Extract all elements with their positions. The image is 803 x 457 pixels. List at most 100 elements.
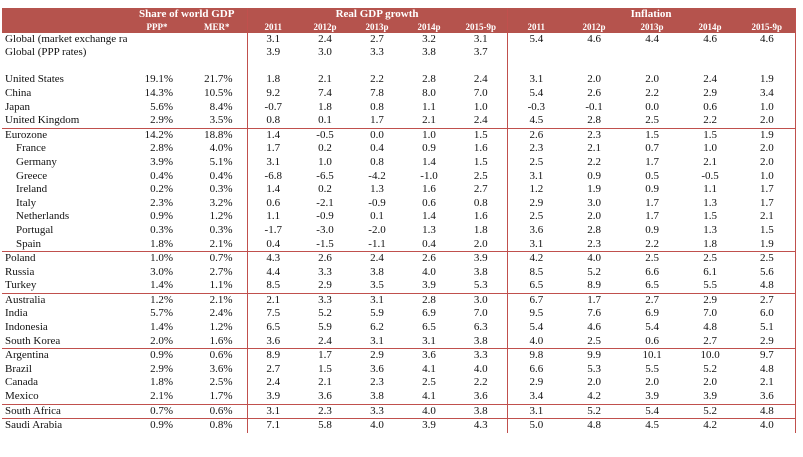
cell: 2.0	[703, 376, 717, 389]
cell: 5.4	[645, 321, 659, 334]
table-row: Turkey 1.4% 1.1% 8.5 2.9 3.5 3.9 5.3 6.5 8.9 6.5 5.…	[2, 279, 796, 294]
column-header: 2015-9p	[739, 21, 796, 33]
cell: 3.5	[351, 279, 403, 294]
cell: 0.7%	[127, 404, 187, 420]
empty-cell	[506, 46, 566, 60]
cell: 2.4	[370, 252, 384, 265]
cell: 3.7	[473, 46, 488, 59]
cell: 5.8	[318, 419, 332, 432]
cell: 0.0	[645, 100, 659, 113]
cell: 0.6	[246, 196, 299, 211]
cell: 3.1	[506, 404, 566, 420]
cell: 4.0	[403, 404, 455, 420]
cell: 6.9	[645, 307, 659, 320]
cell: 1.7	[587, 293, 601, 306]
cell: 6.5	[422, 321, 436, 334]
empty-cell	[506, 59, 566, 74]
cell: 2.4	[703, 73, 717, 86]
cell: 3.6%	[209, 362, 233, 375]
cell: 2.8	[565, 114, 624, 129]
cell: -0.5	[316, 128, 334, 141]
cell: 5.2	[565, 404, 624, 420]
cell: 3.1	[246, 155, 299, 170]
cell: 3.8	[455, 404, 508, 420]
row-label: Global (market exchange rates)	[5, 32, 127, 45]
row-label: Turkey	[2, 279, 127, 294]
data-table: Share of world GDP Real GDP growth Infla…	[2, 8, 796, 433]
cell: 4.6	[703, 32, 717, 45]
table-row: Russia 3.0% 2.7% 4.4 3.3 3.8 4.0 3.8 8.5 5.2 6.6 6.…	[2, 265, 796, 280]
cell: 3.1	[506, 73, 566, 87]
cell: 2.3	[506, 142, 566, 156]
cell: 0.6%	[209, 349, 233, 362]
cell: 7.0	[473, 307, 488, 320]
cell: 3.8	[455, 334, 508, 350]
column-header: 2013p	[351, 21, 403, 33]
cell: 4.1	[403, 390, 455, 405]
table-row: Germany 3.9% 5.1% 3.1 1.0 0.8 1.4 1.5 2.5 2.2 1.7 2…	[2, 155, 796, 170]
cell: 2.3	[587, 128, 601, 141]
cell: 1.8%	[127, 237, 187, 253]
cell: 5.2	[681, 404, 740, 420]
cell: 1.5	[318, 362, 332, 375]
group-header: Real GDP growth	[246, 8, 508, 22]
cell: 2.9	[703, 293, 717, 306]
cell: 9.8	[506, 348, 566, 363]
row-label: Eurozone	[5, 128, 48, 141]
cell: 2.4%	[209, 307, 233, 320]
table-row: Global (PPP rates) 3.9 3.0 3.3 3.8 3.7	[2, 46, 796, 60]
cell: 0.9	[645, 183, 659, 196]
cell: 5.4	[506, 32, 566, 47]
cell: 0.3%	[209, 223, 233, 236]
cell: 2.3	[370, 376, 384, 389]
cell: 2.5%	[209, 376, 233, 389]
cell: 3.2	[422, 32, 436, 45]
cell: 6.7	[506, 293, 566, 308]
cell: 2.1	[403, 114, 455, 129]
cell: 0.1	[299, 114, 351, 129]
cell: 2.1	[703, 155, 717, 168]
row-label: Saudi Arabia	[5, 419, 63, 432]
cell: -0.9	[316, 210, 334, 223]
cell: 0.2%	[150, 183, 173, 196]
cell: 19.1%	[144, 73, 173, 86]
cell: 7.4	[318, 86, 332, 99]
cell: 2.1%	[127, 390, 187, 405]
table-row: Indonesia 1.4% 1.2% 6.5 5.9 6.2 6.5 6.3 5.4 4.6 5.…	[2, 321, 796, 335]
empty-cell	[403, 60, 455, 74]
row-label: Japan	[5, 100, 31, 113]
cell: 6.5	[506, 279, 566, 294]
cell: 2.3%	[150, 196, 173, 209]
cell: 0.3%	[209, 183, 233, 196]
cell: 2.9	[370, 349, 384, 362]
cell: 6.1	[703, 265, 717, 278]
cell: 3.4	[506, 390, 566, 405]
cell: 7.5	[246, 307, 299, 322]
row-label: Portugal	[16, 223, 54, 236]
column-header: PPP*	[127, 21, 187, 33]
cell: 1.0%	[150, 252, 173, 265]
cell: 1.7	[645, 210, 659, 223]
column-header-row: PPP* MER* 2011 2012p 2013p 2014p 2015-9p 2011 20…	[2, 21, 796, 33]
cell: 1.0	[318, 155, 332, 168]
cell: 1.7	[645, 155, 659, 168]
table-row: Japan 5.6% 8.4% -0.7 1.8 0.8 1.1 1.0 -0.3 -0.1 0.0…	[2, 100, 796, 115]
table-row: United States 19.1% 21.7% 1.8 2.1 2.2 2.8 2.4 3.…	[2, 73, 796, 87]
cell: 4.2	[703, 419, 717, 432]
column-header: 2011	[506, 21, 566, 33]
cell: 2.0%	[127, 334, 187, 350]
cell: 5.5	[681, 279, 740, 294]
spacer-row	[2, 59, 796, 74]
cell: 4.0	[739, 418, 796, 433]
cell: 3.3	[351, 404, 403, 420]
cell: 8.5	[506, 265, 566, 280]
cell: 5.4	[506, 321, 566, 335]
cell: 0.4	[403, 237, 455, 253]
group-header-row: Share of world GDP Real GDP growth Infla…	[2, 8, 796, 22]
cell: 6.5	[246, 321, 299, 335]
cell: 0.7%	[209, 252, 233, 265]
column-header: 2011	[246, 21, 299, 33]
cell: 4.5	[645, 419, 659, 432]
cell: 4.8	[703, 321, 717, 334]
cell: 1.7	[318, 349, 332, 362]
